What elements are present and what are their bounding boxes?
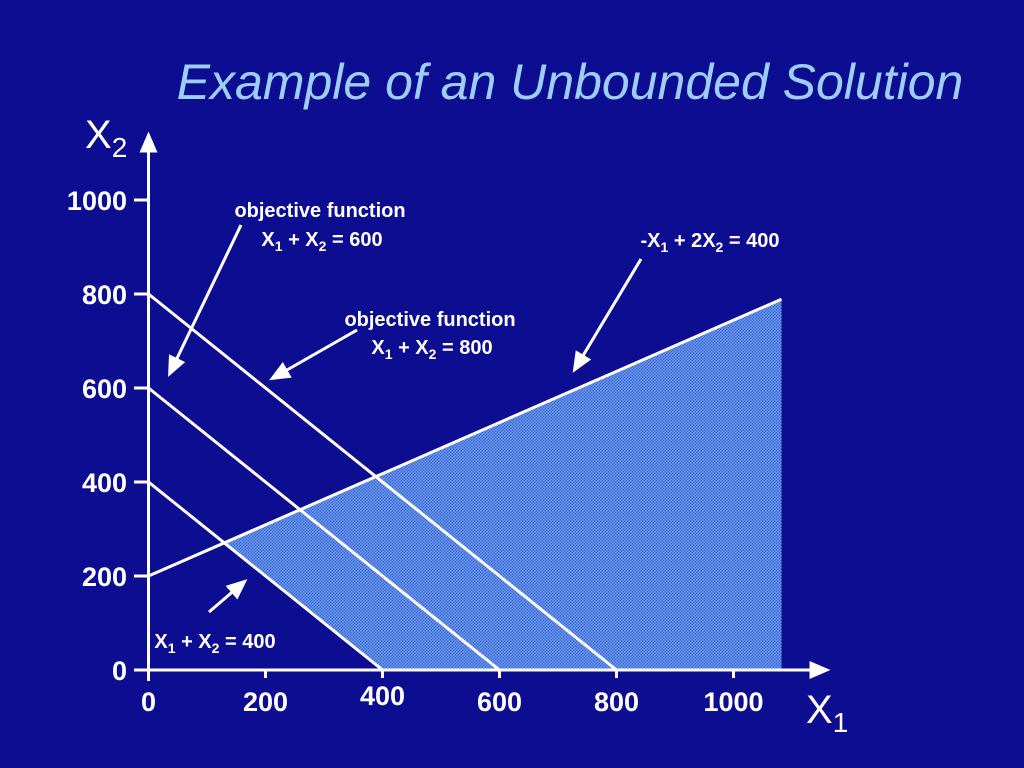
annotation-constraint-neg400-arrow: [572, 258, 643, 373]
series-line-0: [147, 386, 501, 672]
x-tick-label: 400: [360, 681, 405, 711]
x-tick-label: 1000: [703, 687, 763, 717]
annotation-constraint-400-arrow: [208, 579, 248, 614]
x-tick-label: 600: [477, 687, 522, 717]
feasible-region: [224, 299, 782, 670]
y-tick-label: 0: [112, 656, 127, 686]
y-tick-label: 800: [82, 280, 127, 310]
annotation-constraint-400: X1 + X2 = 400: [154, 579, 276, 656]
annotation-objective-600-title: objective function: [234, 200, 405, 222]
series-line-2: [147, 480, 384, 672]
annotation-objective-600-arrow: [168, 224, 243, 378]
y-axis-label-sub: 2: [112, 132, 128, 163]
annotation-objective-600-eq: X1 + X2 = 600: [261, 229, 382, 254]
x-axis-label-base: X: [806, 688, 833, 732]
slide-title: Example of an Unbounded Solution: [177, 54, 964, 110]
x-tick-label: 200: [243, 687, 288, 717]
y-tick-label: 200: [82, 562, 127, 592]
series-line-3: [147, 297, 783, 578]
annotation-constraint-400-eq: X1 + X2 = 400: [154, 631, 275, 656]
series-line-1: [147, 292, 618, 672]
y-tick-label: 600: [82, 374, 127, 404]
x-tick-label: 800: [594, 687, 639, 717]
annotation-constraint-neg400: -X1 + 2X2 = 400: [572, 230, 780, 373]
x-tick-label: 0: [141, 687, 156, 717]
annotation-objective-600: objective function X1 + X2 = 600: [168, 200, 406, 378]
annotation-constraint-neg400-eq: -X1 + 2X2 = 400: [640, 230, 779, 255]
y-axis-label: X2: [85, 113, 127, 163]
annotation-objective-800-arrow: [269, 328, 358, 381]
annotation-objective-800-eq: X1 + X2 = 800: [371, 337, 492, 362]
annotation-objective-800-title: objective function: [344, 309, 515, 331]
y-axis-label-base: X: [85, 113, 112, 157]
y-tick-label: 400: [82, 468, 127, 498]
x-axis-label: X1: [806, 688, 848, 738]
x-axis-label-sub: 1: [833, 707, 849, 738]
annotation-objective-800: objective function X1 + X2 = 800: [269, 309, 516, 381]
y-tick-label: 1000: [67, 186, 127, 216]
plot-area: 0 200 400 600 800 1000 0 200 400 600 800 1000: [67, 131, 831, 717]
